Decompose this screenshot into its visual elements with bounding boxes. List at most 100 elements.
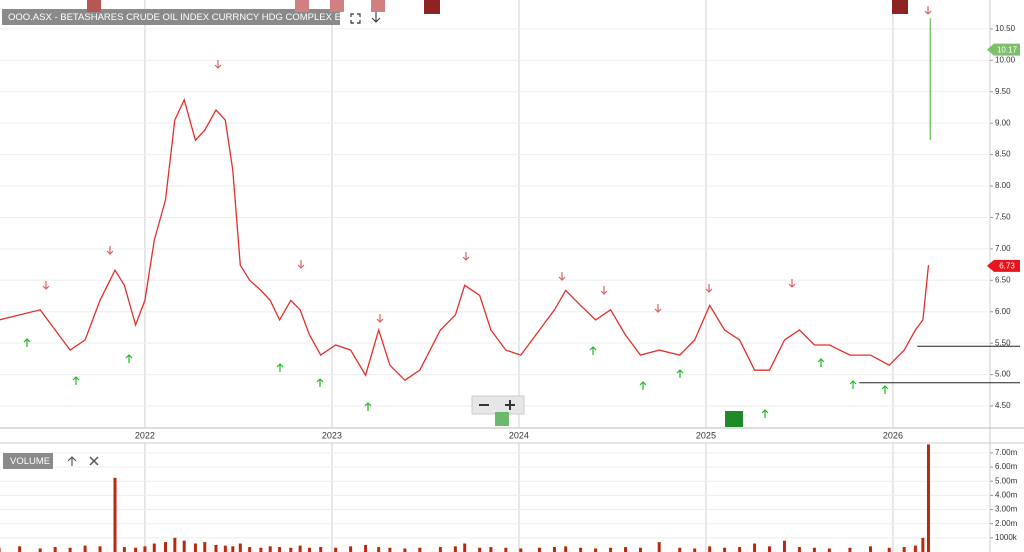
sell-arrow — [558, 272, 566, 281]
event-marker[interactable] — [330, 0, 344, 12]
y-tick-label: 7.00 — [995, 244, 1011, 253]
volume-bar — [68, 547, 72, 552]
x-tick-label: 2024 — [509, 430, 529, 440]
y-tick-label: 2.00m — [995, 519, 1018, 528]
volume-bar — [827, 548, 831, 552]
volume-bar — [203, 542, 207, 552]
zoom-in[interactable] — [505, 400, 515, 410]
y-tick-label: 8.00 — [995, 181, 1011, 190]
fullscreen-icon[interactable] — [350, 13, 361, 24]
move-up-icon[interactable] — [67, 456, 77, 466]
volume-bar — [0, 547, 1, 552]
volume-bar — [782, 540, 786, 552]
volume-bar — [738, 547, 742, 552]
buy-arrow — [639, 381, 647, 390]
volume-bar — [753, 543, 757, 552]
volume-bar — [98, 546, 102, 552]
volume-bar — [921, 537, 925, 552]
volume-bar — [579, 547, 583, 552]
volume-bar — [113, 477, 117, 552]
volume-bar — [298, 545, 302, 552]
down-icon[interactable] — [371, 12, 381, 23]
volume-bar — [463, 543, 467, 552]
buy-arrow — [817, 358, 825, 367]
y-tick-label: 6.00m — [995, 462, 1018, 471]
y-tick-label: 6.50 — [995, 275, 1011, 284]
volume-bar — [143, 546, 147, 552]
price-tag — [987, 259, 1020, 272]
volume-bar — [438, 547, 442, 552]
volume-bar — [377, 547, 381, 552]
volume-bar — [268, 546, 272, 552]
volume-bar — [163, 542, 167, 552]
y-tick-label: 7.50 — [995, 213, 1011, 222]
buy-arrow — [761, 409, 769, 418]
close-icon[interactable] — [89, 456, 99, 466]
buy-arrow — [125, 354, 133, 363]
volume-bar — [609, 547, 613, 552]
volume-bar — [902, 547, 906, 552]
volume-bar — [797, 547, 801, 552]
volume-title-box — [3, 453, 53, 469]
volume-bar — [552, 547, 556, 552]
volume-bar — [913, 545, 917, 552]
buy-arrow — [849, 380, 857, 389]
event-markers — [87, 0, 908, 427]
price-tag — [987, 43, 1020, 56]
y-tick-label: 10.00 — [995, 55, 1016, 64]
x-tick-label: 2026 — [883, 430, 903, 440]
event-marker[interactable] — [424, 0, 440, 14]
buy-arrow — [23, 338, 31, 347]
event-marker[interactable] — [725, 411, 743, 427]
event-marker[interactable] — [295, 0, 309, 12]
y-tick-label: 9.00 — [995, 118, 1011, 127]
x-tick-label: 2025 — [696, 430, 716, 440]
volume-bar — [564, 546, 568, 552]
volume-bar — [231, 546, 235, 552]
volume-bar — [519, 548, 523, 552]
volume-bar — [248, 547, 252, 552]
data-layer: 10.17 6.73 — [0, 6, 1020, 552]
volume-bar — [478, 547, 482, 552]
volume-bar — [349, 546, 353, 552]
sell-arrow — [214, 60, 222, 69]
title-box — [2, 9, 340, 25]
volume-bar — [693, 548, 697, 552]
event-marker[interactable] — [371, 0, 385, 12]
volume-bar — [83, 545, 87, 552]
y-tick-label: 5.00 — [995, 370, 1011, 379]
y-tick-label: 10.50 — [995, 24, 1016, 33]
volume-bar — [334, 547, 338, 552]
sell-arrow — [654, 304, 662, 313]
volume-bar — [278, 547, 282, 552]
volume-badge: VOLUME — [3, 453, 53, 469]
volume-bar — [403, 548, 407, 552]
volume-bar — [223, 545, 227, 552]
sell-arrow — [788, 279, 796, 288]
volume-bar — [418, 547, 422, 552]
title-badge: OOO.ASX - BETASHARES CRUDE OIL INDEX CUR… — [2, 9, 353, 25]
volume-bar — [624, 547, 628, 552]
sell-arrow — [462, 252, 470, 261]
volume-title: VOLUME — [10, 456, 50, 467]
volume-bar — [307, 547, 311, 552]
volume-bar — [152, 543, 156, 552]
y-tick-label: 5.00m — [995, 476, 1018, 485]
sell-arrow — [705, 284, 713, 293]
volume-bar — [594, 548, 598, 552]
event-marker[interactable] — [892, 0, 908, 14]
volume-bar — [723, 547, 727, 552]
volume-bar — [708, 546, 712, 552]
buy-arrow — [881, 385, 889, 394]
zoom-controls — [471, 395, 525, 415]
volume-bar — [182, 540, 186, 552]
buy-arrow — [364, 402, 372, 411]
volume-bar — [657, 542, 661, 552]
event-marker[interactable] — [87, 0, 101, 12]
sell-arrow — [600, 286, 608, 295]
volume-bar — [364, 544, 368, 552]
event-marker[interactable] — [495, 412, 509, 426]
y-tick-label: 5.50 — [995, 338, 1011, 347]
sell-arrow — [106, 246, 114, 255]
